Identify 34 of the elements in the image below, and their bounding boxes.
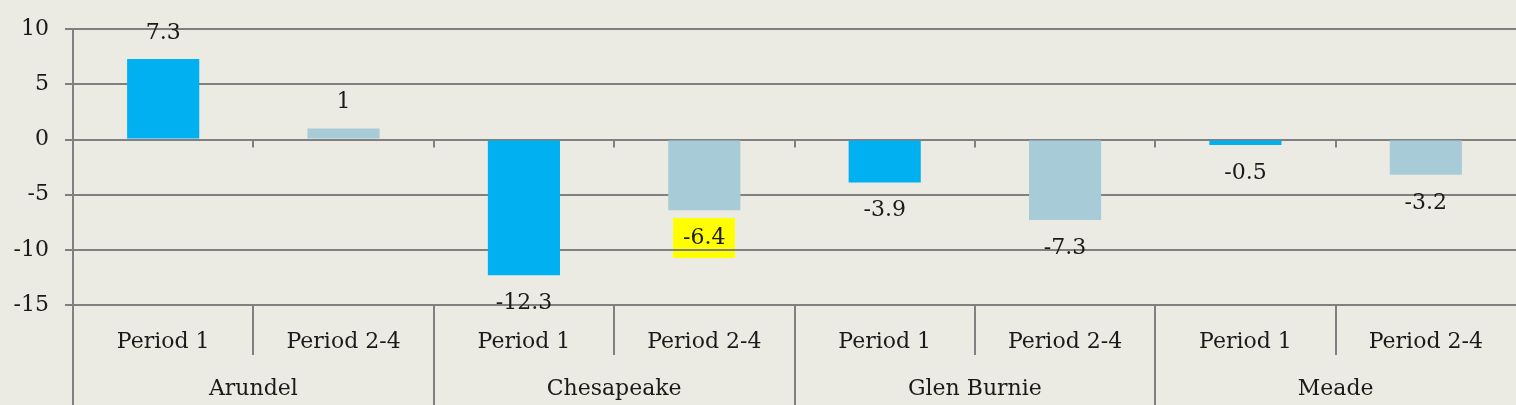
x-tick-label: Period 1	[838, 327, 932, 353]
data-label: -12.3	[495, 288, 553, 314]
bar	[1028, 140, 1102, 221]
bar	[1389, 140, 1462, 175]
x-tick-label: Period 1	[116, 327, 210, 353]
y-tick-label: 5	[35, 70, 49, 96]
data-label: 7.3	[145, 18, 181, 44]
bar	[487, 140, 561, 276]
bar	[1209, 140, 1282, 146]
bar	[848, 140, 921, 183]
data-label: 1	[336, 88, 351, 114]
data-label: -7.3	[1043, 233, 1087, 259]
x-tick-label: Period 2-4	[647, 327, 762, 353]
text: Arundel	[207, 374, 298, 400]
y-tick-label: 10	[21, 14, 49, 40]
x-tick-label: Period 1	[477, 327, 571, 353]
text: Meade	[1297, 374, 1374, 400]
x-tick-label: Period 2-4	[286, 327, 401, 353]
text: Glen Burnie	[907, 374, 1042, 400]
y-tick-label: -15	[13, 290, 49, 316]
bar	[307, 128, 380, 139]
data-label: -0.5	[1224, 158, 1267, 184]
x-tick-label: Period 1	[1199, 327, 1292, 353]
y-tick-label: 0	[35, 125, 49, 151]
bar	[127, 58, 200, 139]
bar	[668, 140, 741, 211]
y-tick-label: -10	[13, 235, 49, 261]
data-label: -3.2	[1404, 188, 1448, 214]
y-tick-label: -5	[27, 180, 49, 206]
x-tick-label: Period 2-4	[1007, 327, 1123, 353]
data-label: -3.9	[863, 196, 906, 222]
text: Chesapeake	[546, 374, 682, 400]
x-tick-label: Period 2-4	[1368, 327, 1483, 353]
data-label: -6.4	[683, 223, 726, 249]
